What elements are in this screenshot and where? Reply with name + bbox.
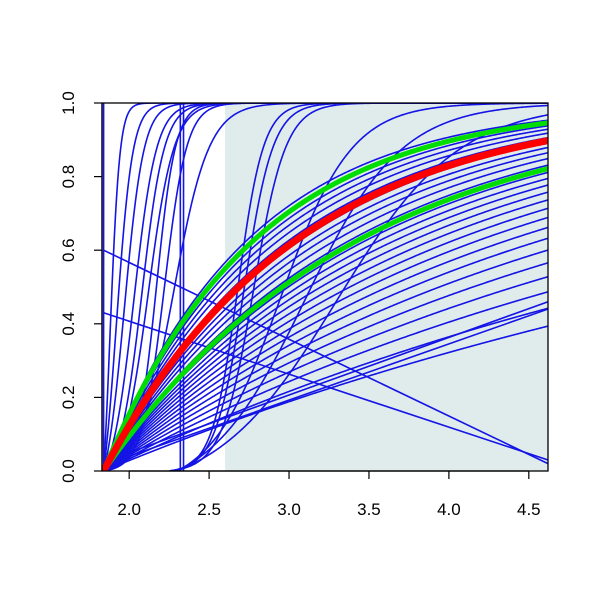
x-tick-label: 4.0 (437, 500, 461, 519)
series-line-48 (102, 166, 548, 471)
x-tick-label: 2.5 (197, 500, 221, 519)
series-line-40 (103, 237, 548, 471)
series-line-28 (103, 146, 548, 471)
series-line-30 (103, 157, 548, 471)
series-line-46 (103, 325, 548, 471)
series-line-47 (102, 120, 548, 471)
series-line-41 (103, 249, 548, 471)
x-tick-label: 3.0 (277, 500, 301, 519)
series-line-23 (103, 125, 548, 471)
y-tick-label: 0.4 (59, 312, 78, 336)
series-line-35 (103, 191, 548, 471)
series-line-34 (103, 184, 548, 471)
series-line-38 (103, 216, 548, 471)
series-line-42 (103, 262, 548, 471)
y-tick-label: 0.8 (59, 165, 78, 189)
y-tick-label: 0.0 (59, 459, 78, 483)
series-line-39 (103, 226, 548, 471)
series-line-3 (128, 308, 548, 458)
series-line-9 (103, 103, 548, 470)
series-line-20 (177, 104, 548, 471)
series-line-43 (103, 275, 548, 471)
series-line-49 (102, 137, 548, 471)
x-tick-label: 2.0 (117, 500, 141, 519)
plot-area (102, 103, 548, 471)
series-line-13 (103, 103, 548, 471)
series-line-0 (102, 249, 548, 465)
series-line-24 (103, 128, 548, 471)
series-line-33 (103, 177, 548, 471)
axes: 2.0 2.5 3.0 3.5 4.0 4.5 0.0 0.2 0.4 0.6 0.8 1.0 (59, 91, 549, 519)
y-tick-label: 0.6 (59, 238, 78, 262)
y-tick-label: 1.0 (59, 91, 78, 115)
x-tick-label: 4.5 (517, 500, 541, 519)
series-line-29 (103, 151, 548, 471)
series-line-44 (103, 291, 548, 471)
series-line-19 (177, 103, 548, 471)
series-line-36 (103, 199, 548, 471)
x-tick-label: 3.5 (357, 500, 381, 519)
y-tick-label: 0.2 (59, 386, 78, 410)
series-line-25 (103, 132, 548, 471)
series-line-22 (103, 119, 548, 471)
series-line-45 (103, 307, 548, 471)
series-line-14 (103, 103, 548, 471)
series-line-37 (103, 207, 548, 471)
series-line-11 (103, 103, 548, 471)
series-line-10 (103, 103, 548, 471)
